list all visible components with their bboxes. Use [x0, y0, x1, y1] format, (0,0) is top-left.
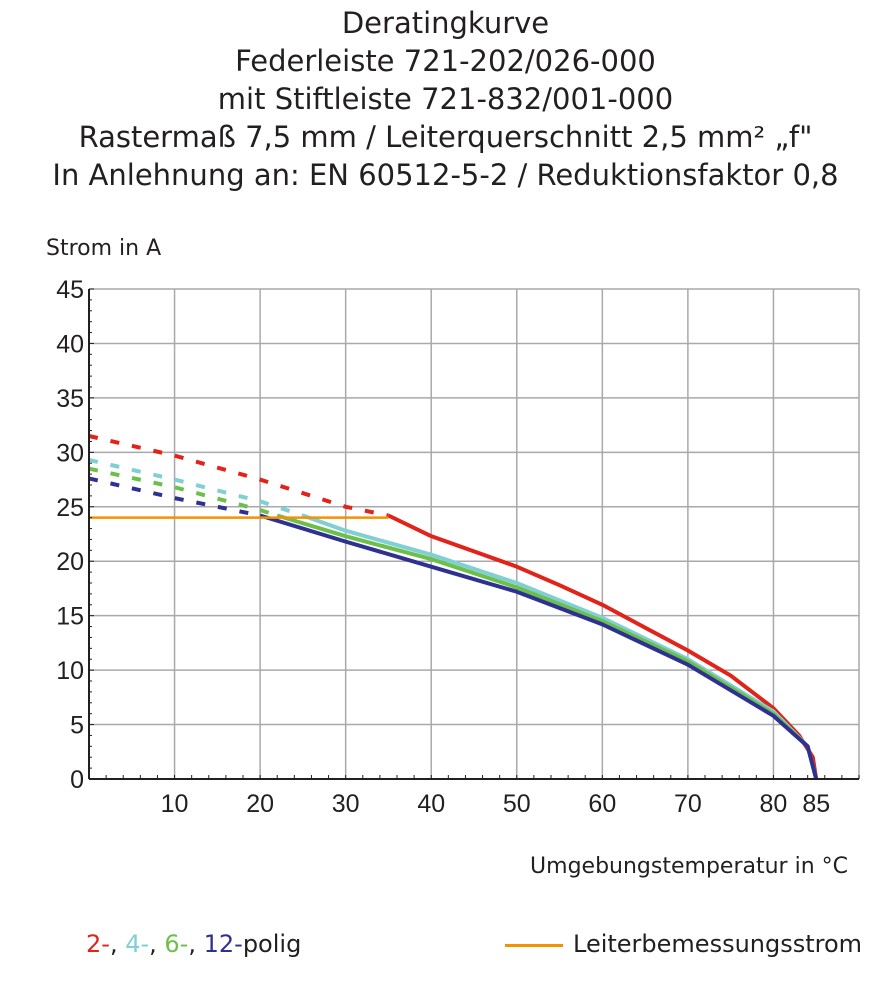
legend-rated-swatch — [505, 943, 563, 947]
x-tick-label: 30 — [332, 790, 360, 818]
series-4-line — [302, 513, 819, 780]
legend-polig-suffix: polig — [242, 930, 302, 958]
y-tick-label: 40 — [56, 330, 84, 358]
y-tick-label: 0 — [70, 766, 84, 794]
series-6-line — [276, 513, 819, 780]
x-tick-label: 50 — [503, 790, 531, 818]
y-tick-label: 20 — [56, 548, 84, 576]
x-tick-label: 85 — [802, 790, 830, 818]
title-line: mit Stiftleiste 721-832/001-000 — [217, 82, 674, 116]
legend-polig: 2-, 4-, 6-, 12-polig — [86, 930, 302, 958]
title-line: Deratingkurve — [341, 6, 550, 40]
series-12-line — [259, 513, 819, 780]
legend-12: 12- — [203, 930, 243, 958]
x-tick-label: 20 — [246, 790, 274, 818]
y-tick-label: 45 — [56, 276, 84, 304]
chart-title: Deratingkurve Federleiste 721-202/026-00… — [0, 4, 891, 194]
y-tick-label: 35 — [56, 385, 84, 413]
y-axis-label: Strom in A — [46, 236, 161, 261]
legend-2: 2- — [86, 930, 110, 958]
legend-rated-label: Leiterbemessungsstrom — [573, 930, 863, 958]
x-tick-label: 80 — [760, 790, 788, 818]
x-tick-label: 10 — [161, 790, 189, 818]
y-tick-label: 30 — [56, 439, 84, 467]
series-12-dashed — [88, 476, 261, 518]
series-6-dashed — [88, 466, 278, 518]
title-line: Federleiste 721-202/026-000 — [235, 44, 656, 78]
title-line: Rastermaß 7,5 mm / Leiterquerschnitt 2,5… — [78, 120, 813, 154]
legend-rated: Leiterbemessungsstrom — [505, 930, 862, 958]
y-tick-label: 5 — [70, 712, 84, 740]
x-axis-label: Umgebungstemperatur in °C — [530, 854, 848, 879]
x-tick-label: 60 — [588, 790, 616, 818]
x-tick-label: 70 — [674, 790, 702, 818]
y-tick-label: 10 — [56, 657, 84, 685]
y-tick-label: 15 — [56, 603, 84, 631]
series-4-dashed — [88, 458, 304, 518]
title-line: In Anlehnung an: EN 60512-5-2 / Reduktio… — [52, 158, 839, 192]
series-2-dashed — [88, 434, 389, 518]
legend-6: 6- — [164, 930, 189, 958]
x-tick-label: 40 — [417, 790, 445, 818]
y-tick-label: 25 — [56, 494, 84, 522]
legend-4: 4- — [125, 930, 150, 958]
